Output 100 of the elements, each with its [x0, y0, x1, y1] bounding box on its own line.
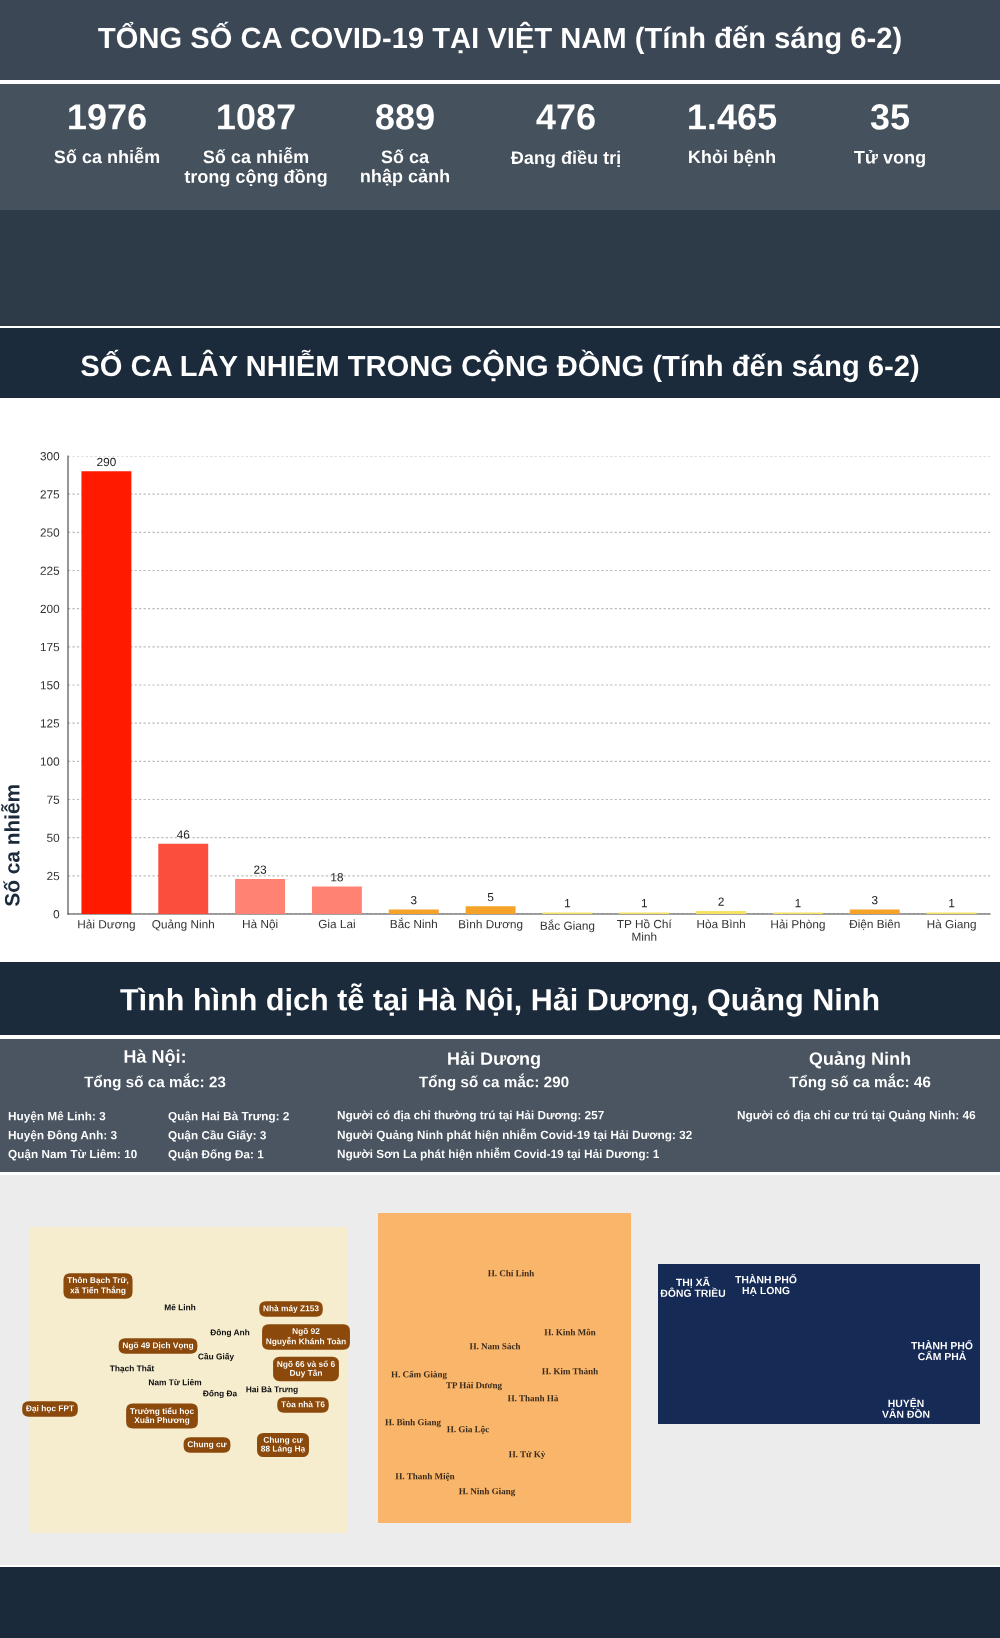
- text: H. Bình Giang: [385, 1418, 441, 1428]
- text: Ngõ 49 Dịch Vọng: [122, 1342, 194, 1350]
- bar: [696, 910, 747, 914]
- data-label: 1: [641, 899, 647, 908]
- text: Quận Hai Bà Trưng: 2: [168, 1111, 289, 1123]
- text: 476: [536, 104, 595, 130]
- y-tick-label: 125: [40, 719, 60, 728]
- text: Đại học FPT: [25, 1405, 74, 1413]
- chart-title: SỐ CA LÂY NHIỄM TRONG CỘNG ĐỒNG (Tính đến sáng 6-2): [81, 349, 919, 383]
- text: Ngõ 92 Nguyễn Khánh Toàn: [266, 1328, 346, 1346]
- text: Nam Từ Liêm: [148, 1378, 202, 1386]
- text: Tổng số ca mắc: 46: [789, 1073, 931, 1091]
- data-label: 3: [871, 895, 878, 905]
- x-tick-label: Điện Biên: [849, 919, 900, 930]
- x-tick-label: Bắc Giang: [540, 919, 595, 933]
- text: H. Thanh Miện: [395, 1472, 455, 1481]
- bar: [311, 886, 362, 914]
- data-label: 1: [795, 899, 801, 908]
- data-label: 1: [565, 899, 571, 908]
- text: H. Ninh Giang: [458, 1487, 516, 1497]
- y-tick-label: 175: [40, 642, 60, 652]
- text: Quận Nam Từ Liêm: 10: [8, 1149, 137, 1161]
- text: H. Kim Thành: [542, 1367, 599, 1375]
- text: Thạch Thất: [109, 1364, 155, 1373]
- text: Hà Nội:: [124, 1049, 185, 1066]
- text: H. Thanh Hà: [507, 1394, 559, 1402]
- text: Huyện Mê Linh: 3: [8, 1111, 106, 1123]
- data-label: 3: [410, 895, 417, 905]
- data-label: 290: [97, 457, 116, 467]
- text: Người Sơn La phát hiện nhiễm Covid-19 tại Hải Dương: 1: [337, 1147, 660, 1161]
- y-tick-label: 225: [40, 566, 60, 575]
- data-label: 1: [949, 899, 955, 908]
- y-tick-label: 50: [47, 833, 60, 843]
- text: Tổng số ca mắc: 23: [84, 1073, 226, 1091]
- text: HUYỆN VÂN ĐỒN: [882, 1397, 930, 1418]
- y-tick-label: 100: [40, 757, 60, 766]
- text: Quảng Ninh: [809, 1051, 911, 1069]
- y-tick-label: 0: [53, 910, 60, 919]
- text: Tòa nhà T6: [281, 1401, 325, 1408]
- y-tick-label: 25: [47, 871, 60, 881]
- text: Số ca nhiễm trong cộng đồng: [184, 147, 327, 187]
- y-tick-label: 150: [40, 681, 60, 690]
- text: 35: [870, 104, 910, 130]
- text: THÀNH PHỐ HẠ LONG: [735, 1273, 797, 1296]
- text: Chung cư: [187, 1441, 227, 1449]
- text: 1087: [218, 104, 295, 130]
- text: 1.465: [689, 104, 777, 130]
- text: Số ca nhập cảnh: [361, 149, 450, 187]
- text: Đống Đa: [202, 1389, 238, 1399]
- bar: [849, 909, 900, 914]
- text: 889: [376, 104, 434, 130]
- text: Hai Bà Trưng: [246, 1386, 298, 1394]
- data-label: 2: [718, 897, 724, 906]
- data-label: 23: [254, 865, 267, 874]
- x-tick-label: Gia Lai: [318, 919, 355, 929]
- text: Quận Cầu Giấy: 3: [168, 1130, 266, 1142]
- text: Quận Đống Đa: 1: [168, 1149, 264, 1161]
- text: Khỏi bệnh: [689, 149, 776, 167]
- text: Người có địa chỉ cư trú tại Quảng Ninh: 46: [737, 1110, 976, 1122]
- text: Đang điều trị: [510, 150, 620, 168]
- text: THỊ XÃ ĐÔNG TRIỀU: [660, 1276, 726, 1297]
- text: Ngõ 66 và số 6 Duy Tân: [277, 1360, 335, 1378]
- text: Trường tiểu học Xuân Phương: [129, 1407, 194, 1425]
- text: H. Chí Linh: [487, 1269, 535, 1277]
- data-label: 5: [487, 893, 494, 902]
- text: TP Hải Dương: [446, 1381, 502, 1391]
- text: Tổng số ca mắc: 290: [419, 1073, 569, 1091]
- data-label: 46: [176, 830, 190, 839]
- text: Hải Dương: [448, 1051, 540, 1069]
- text: Huyện Đông Anh: 3: [8, 1130, 117, 1142]
- text: Tình hình dịch tễ tại Hà Nội, Hải Dương, Quảng Ninh: [120, 983, 879, 1017]
- y-tick-label: 250: [40, 528, 60, 537]
- text: H. Cẩm Giàng: [391, 1370, 447, 1380]
- text: H. Kinh Môn: [544, 1328, 596, 1336]
- text: Chung cư 88 Láng Hạ: [261, 1436, 306, 1454]
- text: Mê Linh: [164, 1303, 196, 1311]
- text: Số ca nhiễm: [54, 147, 160, 164]
- text: THÀNH PHỐ CẨM PHẢ: [911, 1339, 973, 1361]
- x-tick-label: Quảng Ninh: [152, 919, 214, 931]
- y-tick-label: 300: [40, 452, 60, 461]
- text: Nhà máy Z153: [263, 1305, 319, 1313]
- x-tick-label: Hải Dương: [78, 919, 135, 931]
- x-tick-label: Hòa Bình: [697, 919, 745, 929]
- x-tick-label: Hà Nội: [243, 919, 278, 930]
- text: H. Tứ Kỳ: [508, 1450, 546, 1460]
- bar: [158, 843, 209, 914]
- y-tick-label: 275: [40, 490, 60, 499]
- x-tick-label: TP Hồ Chí Minh: [617, 919, 672, 941]
- y-axis-title: Số ca nhiễm: [1, 785, 20, 907]
- text: Người có địa chỉ thường trú tại Hải Dương: 257: [337, 1110, 604, 1122]
- text: Tử vong: [854, 150, 925, 168]
- text: Cầu Giấy: [198, 1352, 235, 1362]
- text: 1976: [69, 104, 146, 130]
- bar: [81, 471, 132, 914]
- text: Người Quảng Ninh phát hiện nhiễm Covid-19 tại Hải Dương: 32: [337, 1128, 692, 1142]
- text: H. Nam Sách: [469, 1342, 521, 1350]
- data-label: 18: [331, 873, 343, 882]
- bar: [388, 909, 439, 914]
- x-tick-label: Hà Giang: [927, 919, 976, 931]
- bar: [235, 878, 286, 914]
